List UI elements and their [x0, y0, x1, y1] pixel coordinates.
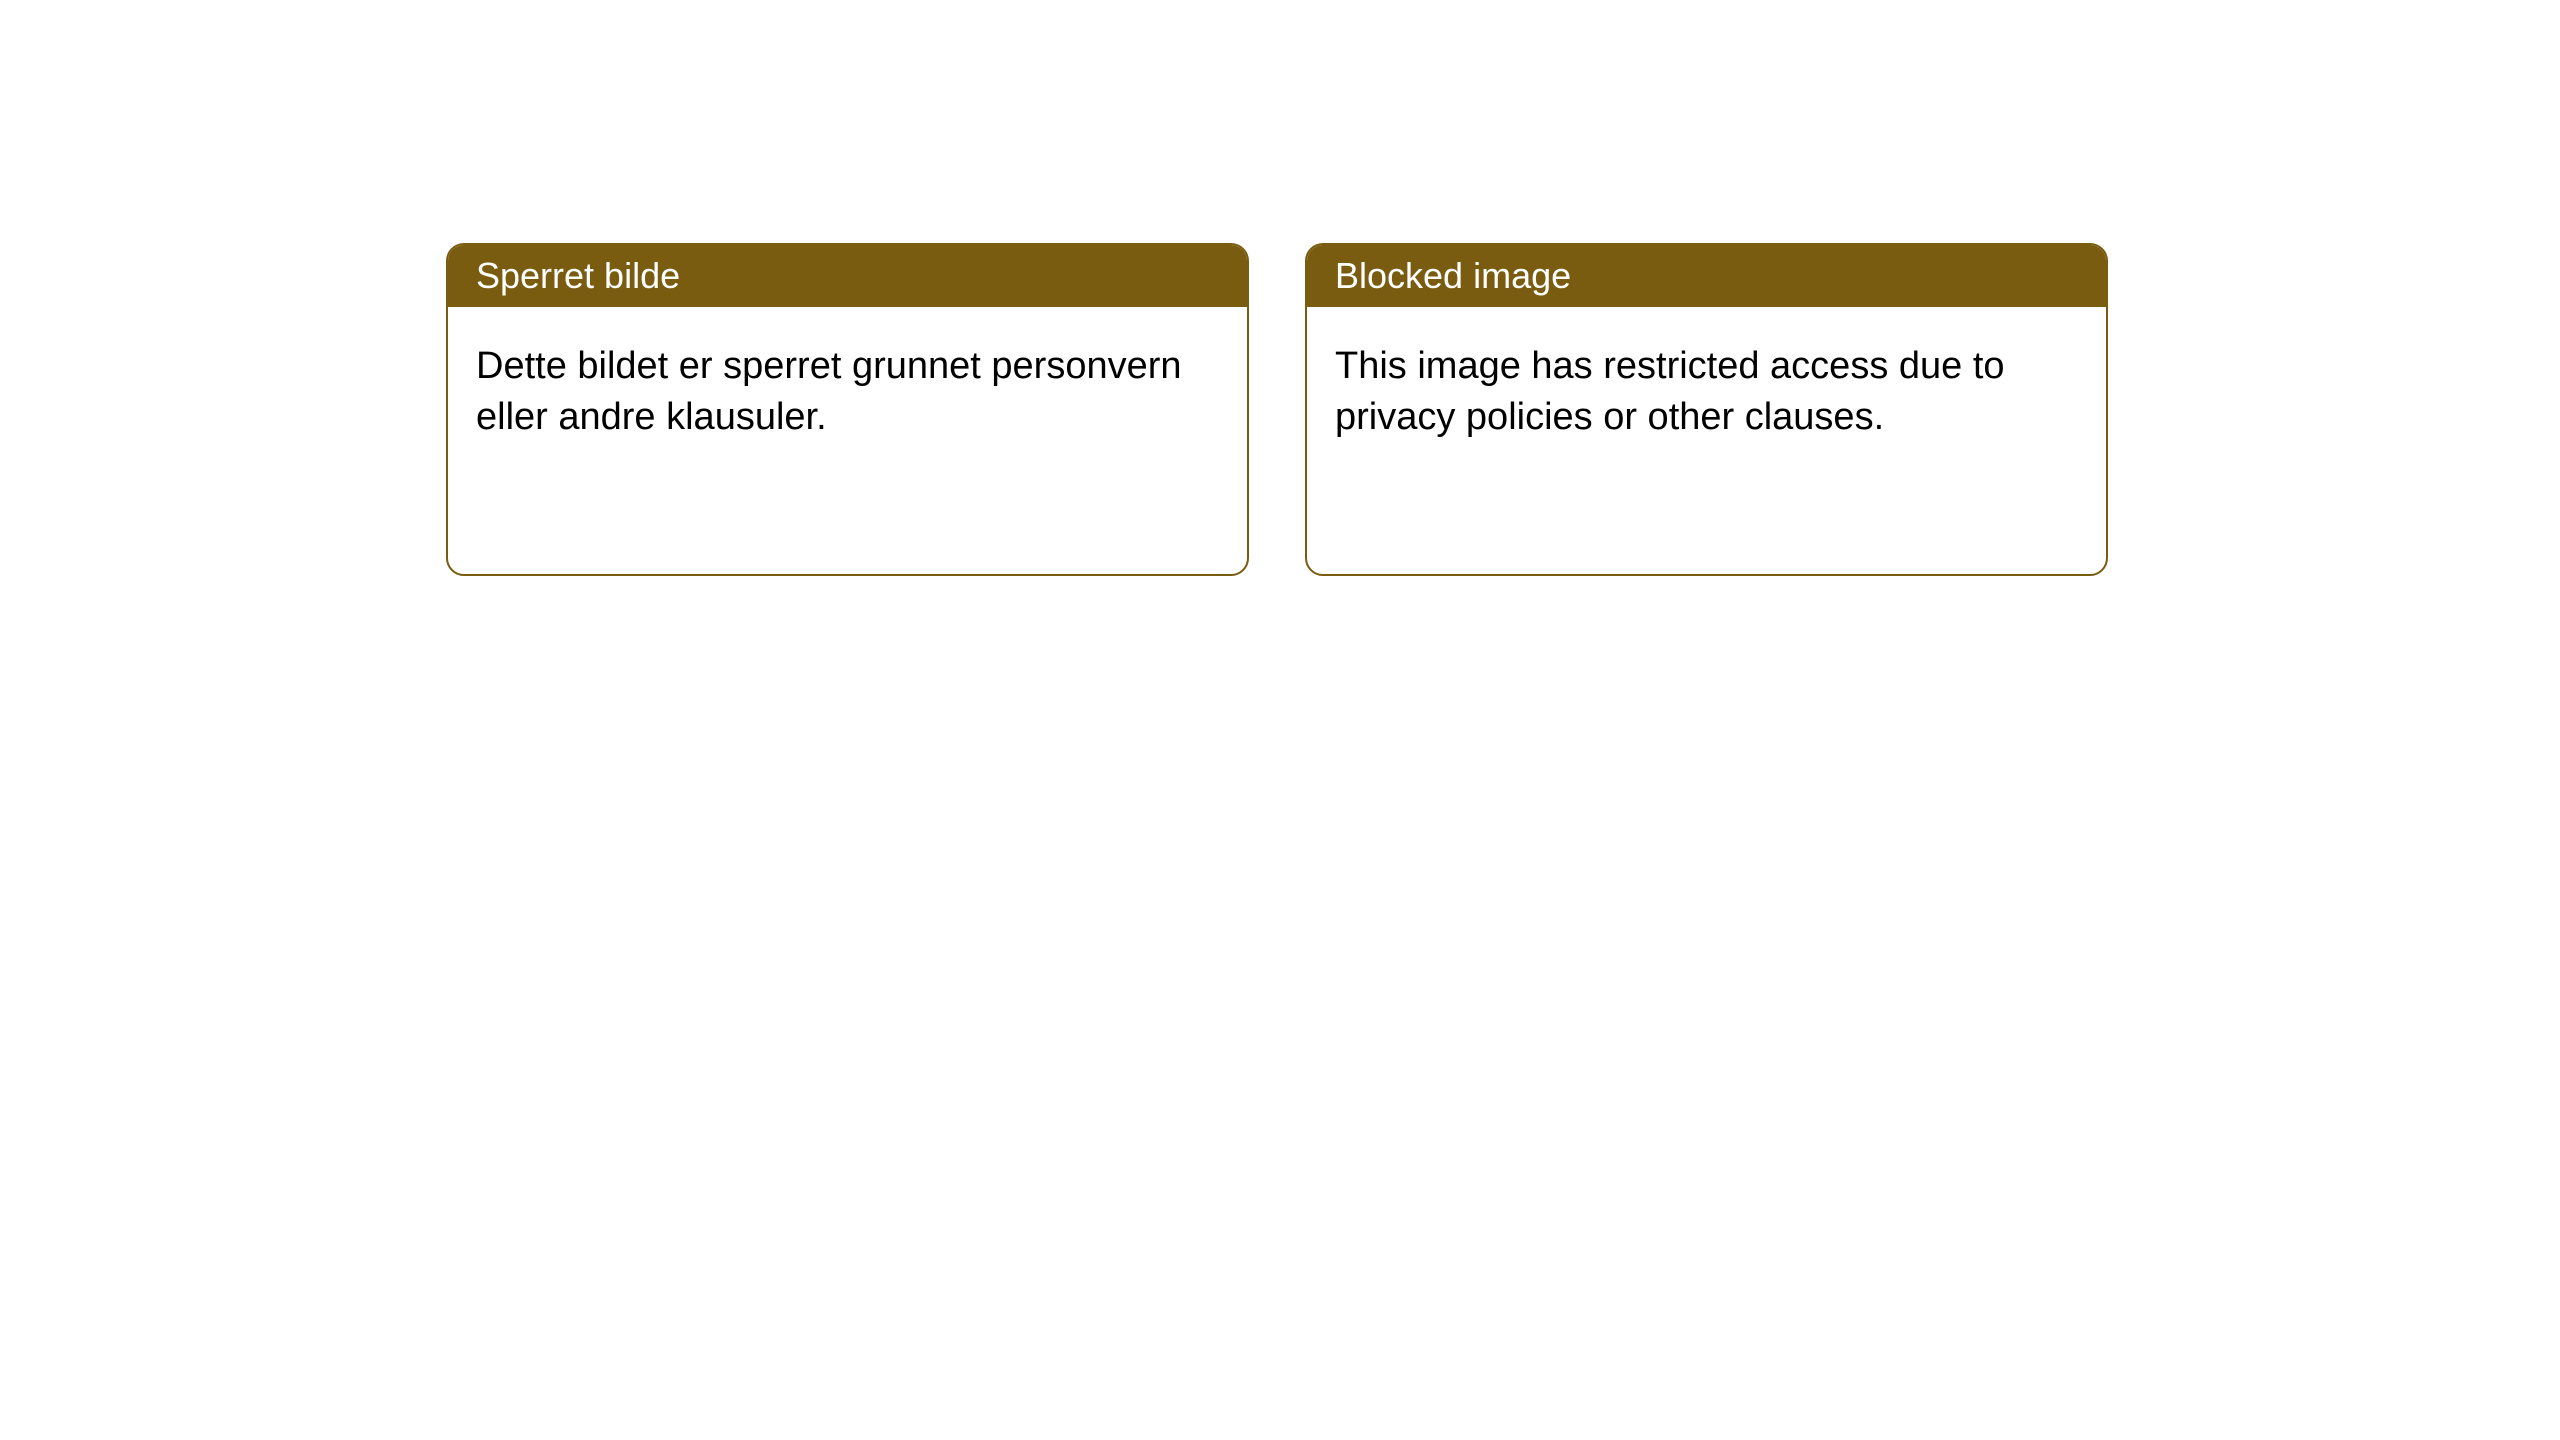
- notice-container: Sperret bilde Dette bildet er sperret gr…: [0, 0, 2560, 576]
- notice-title-english: Blocked image: [1307, 245, 2106, 307]
- notice-card-norwegian: Sperret bilde Dette bildet er sperret gr…: [446, 243, 1249, 576]
- notice-body-english: This image has restricted access due to …: [1307, 307, 2106, 478]
- notice-card-english: Blocked image This image has restricted …: [1305, 243, 2108, 576]
- notice-title-norwegian: Sperret bilde: [448, 245, 1247, 307]
- notice-body-norwegian: Dette bildet er sperret grunnet personve…: [448, 307, 1247, 478]
